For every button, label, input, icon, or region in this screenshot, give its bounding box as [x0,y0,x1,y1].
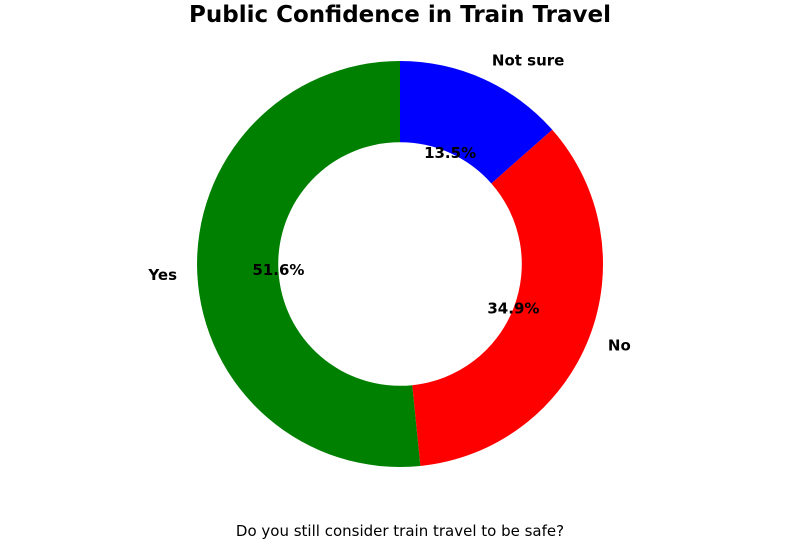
slice-category-label: Not sure [492,52,564,70]
pie-slice-not-sure [400,61,553,184]
slice-pct-label: 13.5% [424,144,476,162]
slice-category-label: Yes [147,266,177,284]
chart-caption: Do you still consider train travel to be… [235,522,565,540]
pie-slice-no [412,129,604,466]
slice-pct-label: 51.6% [252,261,304,279]
chart-title: Public Confidence in Train Travel [189,2,611,28]
slice-category-label: No [608,337,631,355]
slice-pct-label: 34.9% [487,300,539,318]
pie-slice-yes [197,61,421,467]
